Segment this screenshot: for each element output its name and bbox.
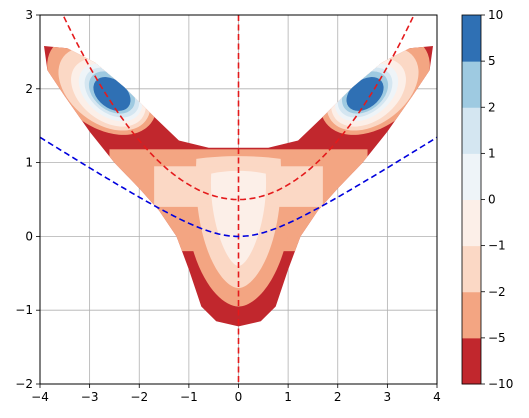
colorbar-tick-label: −10 [488, 377, 513, 391]
colorbar-segment [462, 15, 481, 62]
colorbar-tick-label: 1 [488, 146, 496, 160]
x-tick-label: 4 [433, 390, 441, 404]
colorbar-tick-label: −1 [488, 239, 506, 253]
y-tick-label: 0 [25, 229, 33, 243]
x-tick-label: 3 [384, 390, 392, 404]
y-tick-label: −1 [15, 303, 33, 317]
colorbar-tick-label: 0 [488, 193, 496, 207]
colorbar-tick-label: 2 [488, 100, 496, 114]
colorbar-tick-label: −2 [488, 285, 506, 299]
colorbar-tick-label: −5 [488, 331, 506, 345]
overlay-curves [40, 15, 437, 384]
y-tick-label: 1 [25, 156, 33, 170]
colorbar-segment [462, 61, 481, 108]
x-tick-label: −1 [180, 390, 198, 404]
x-tick-label: −3 [81, 390, 99, 404]
y-tick-label: 2 [25, 82, 33, 96]
colorbar-segment [462, 245, 481, 293]
blue-dashed-curve [40, 136, 437, 238]
y-tick-label: −2 [15, 377, 33, 391]
colorbar-segment [462, 107, 481, 154]
x-tick-label: 0 [235, 390, 243, 404]
axis-ticks: −4 −3 −2 −1 0 1 2 3 4 −2 −1 0 1 2 3 [15, 8, 441, 404]
y-tick-label: 3 [25, 8, 33, 22]
x-tick-label: 2 [334, 390, 342, 404]
colorbar-tick-label: 10 [488, 8, 503, 22]
colorbar-segment [462, 153, 481, 200]
x-tick-label: −2 [130, 390, 148, 404]
colorbar-segment [462, 337, 481, 385]
contour-band-level [346, 77, 384, 111]
colorbar-segment [462, 291, 481, 339]
contour-band-level [93, 77, 131, 111]
colorbar-tick-label: 5 [488, 54, 496, 68]
colorbar-segment [462, 199, 481, 247]
x-tick-label: 1 [284, 390, 292, 404]
x-tick-label: −4 [31, 390, 49, 404]
